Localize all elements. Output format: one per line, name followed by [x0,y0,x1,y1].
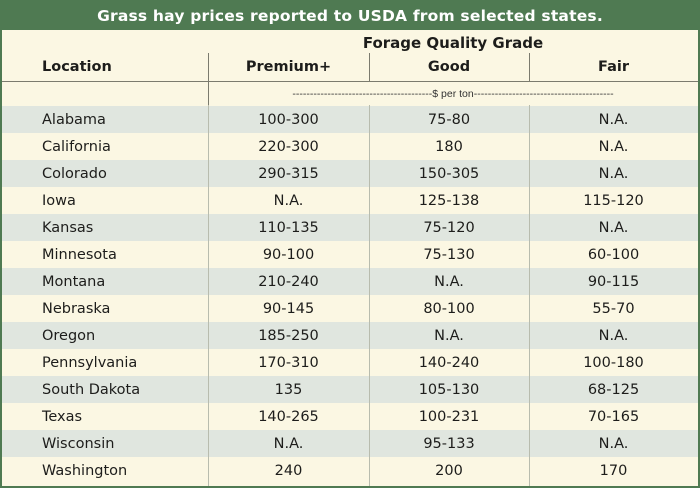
fair-cell: N.A. [529,106,698,133]
location-cell: Oregon [2,322,208,349]
fair-cell: 70-165 [529,403,698,430]
fair-cell: 68-125 [529,376,698,403]
premium-cell: N.A. [208,430,369,457]
premium-cell: 220-300 [208,133,369,160]
table-row: Pennsylvania 170-310 140-240 100-180 [2,349,698,376]
location-cell: California [2,133,208,160]
premium-cell: 100-300 [208,106,369,133]
table-row: Montana 210-240 N.A. 90-115 [2,268,698,295]
table-row: Texas 140-265 100-231 70-165 [2,403,698,430]
table-row: Oregon 185-250 N.A. N.A. [2,322,698,349]
premium-cell: 90-145 [208,295,369,322]
fair-cell: N.A. [529,133,698,160]
good-cell: N.A. [369,322,529,349]
fair-cell: 100-180 [529,349,698,376]
fair-cell: N.A. [529,322,698,349]
location-cell: Wisconsin [2,430,208,457]
premium-cell: 110-135 [208,214,369,241]
column-header-premium: Premium+ [245,59,332,75]
good-cell: 75-120 [369,214,529,241]
good-cell: 200 [369,457,529,484]
price-table: Alabama 100-300 75-80 N.A. California 220-300… [2,106,698,484]
location-cell: South Dakota [2,376,208,403]
table-title: Grass hay prices reported to USDA from s… [2,2,698,30]
good-cell: 100-231 [369,403,529,430]
good-cell: 125-138 [369,187,529,214]
fair-cell: N.A. [529,160,698,187]
good-cell: 140-240 [369,349,529,376]
table-row: Wisconsin N.A. 95-133 N.A. [2,430,698,457]
column-header-location: Location [42,59,112,75]
table-row: Iowa N.A. 125-138 115-120 [2,187,698,214]
fair-cell: 115-120 [529,187,698,214]
location-cell: Iowa [2,187,208,214]
location-cell: Minnesota [2,241,208,268]
location-cell: Alabama [2,106,208,133]
location-cell: Montana [2,268,208,295]
good-cell: 95-133 [369,430,529,457]
fair-cell: N.A. [529,430,698,457]
fair-cell: 60-100 [529,241,698,268]
table-row: Colorado 290-315 150-305 N.A. [2,160,698,187]
good-cell: 75-80 [369,106,529,133]
table-row: Minnesota 90-100 75-130 60-100 [2,241,698,268]
good-cell: 105-130 [369,376,529,403]
location-cell: Texas [2,403,208,430]
premium-cell: 290-315 [208,160,369,187]
good-cell: N.A. [369,268,529,295]
premium-cell: 135 [208,376,369,403]
table-row: South Dakota 135 105-130 68-125 [2,376,698,403]
location-cell: Nebraska [2,295,208,322]
fair-cell: 55-70 [529,295,698,322]
unit-label: ----------------------------------------… [292,88,614,100]
good-cell: 180 [369,133,529,160]
table-header: Forage Quality Grade Location Premium+ G… [2,30,698,82]
table-row: Kansas 110-135 75-120 N.A. [2,214,698,241]
premium-cell: 185-250 [208,322,369,349]
premium-cell: 240 [208,457,369,484]
fair-cell: N.A. [529,214,698,241]
column-header-fair: Fair [598,59,629,75]
unit-row: ----------------------------------------… [2,82,698,106]
good-cell: 150-305 [369,160,529,187]
column-group-title: Forage Quality Grade [362,34,544,52]
table-body: Alabama 100-300 75-80 N.A. California 220-300… [2,106,698,484]
premium-cell: 90-100 [208,241,369,268]
column-header-good: Good [427,59,471,75]
location-cell: Pennsylvania [2,349,208,376]
fair-cell: 170 [529,457,698,484]
location-cell: Kansas [2,214,208,241]
table-row: California 220-300 180 N.A. [2,133,698,160]
good-cell: 75-130 [369,241,529,268]
premium-cell: 140-265 [208,403,369,430]
table-row: Washington 240 200 170 [2,457,698,484]
premium-cell: 210-240 [208,268,369,295]
location-cell: Colorado [2,160,208,187]
fair-cell: 90-115 [529,268,698,295]
good-cell: 80-100 [369,295,529,322]
table-row: Alabama 100-300 75-80 N.A. [2,106,698,133]
premium-cell: 170-310 [208,349,369,376]
location-cell: Washington [2,457,208,484]
premium-cell: N.A. [208,187,369,214]
table-row: Nebraska 90-145 80-100 55-70 [2,295,698,322]
